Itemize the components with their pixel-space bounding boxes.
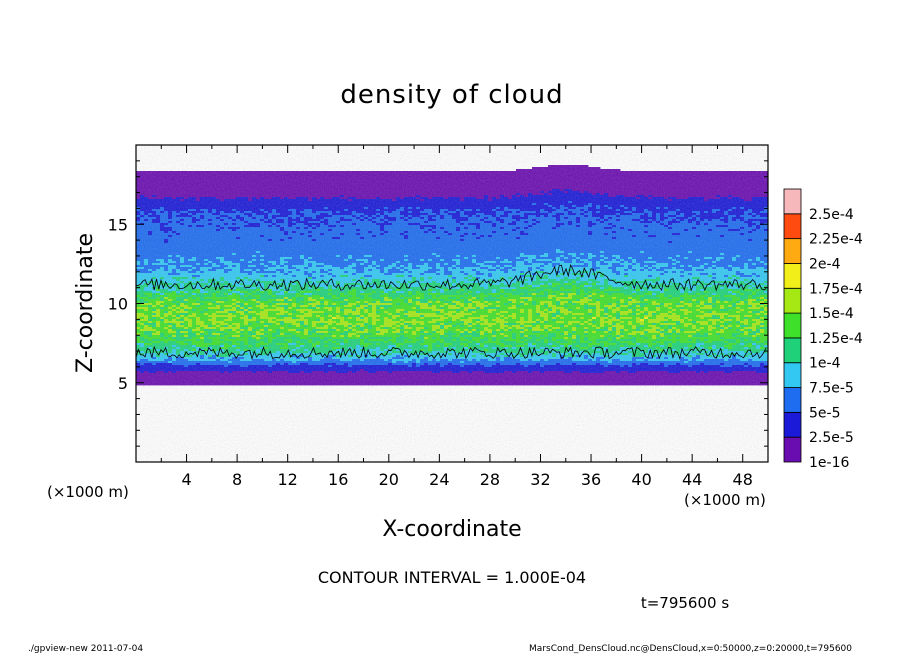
plot-area (136, 145, 768, 462)
chart-title: density of cloud (340, 80, 563, 110)
